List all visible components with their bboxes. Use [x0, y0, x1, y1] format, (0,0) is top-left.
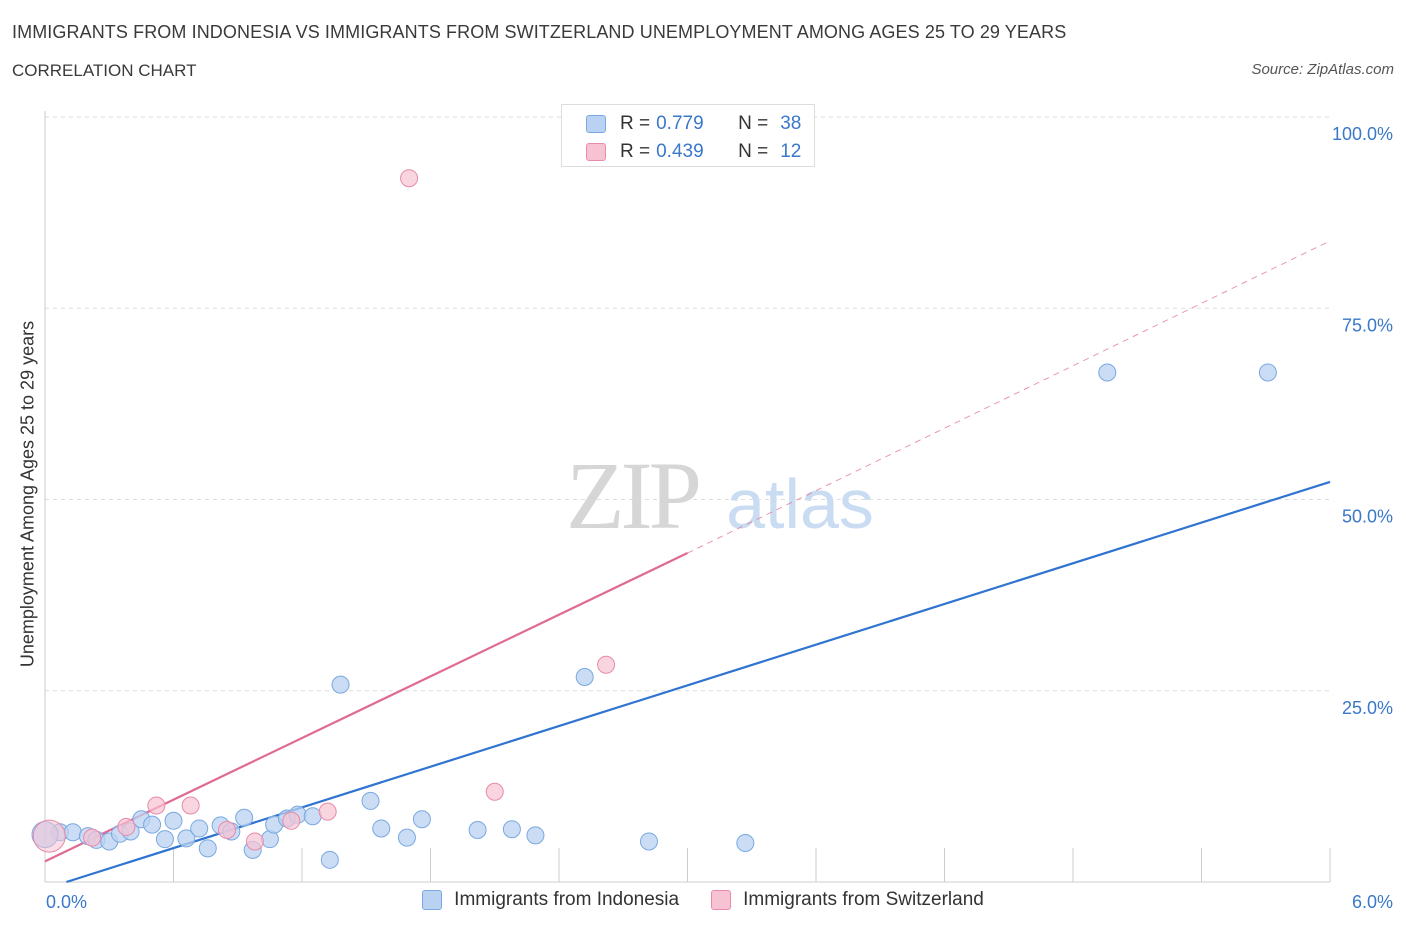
point-indonesia	[63, 823, 82, 842]
trend-lines	[44, 240, 1331, 884]
point-switzerland	[245, 832, 264, 851]
point-indonesia	[397, 828, 416, 847]
legend-r-value: 0.439	[656, 141, 704, 162]
legend-label-switzerland: Immigrants from Switzerland	[743, 889, 984, 910]
legend-swatch-switzerland	[711, 890, 732, 910]
legend-r-label: R =	[620, 141, 651, 162]
point-switzerland	[181, 796, 200, 815]
point-switzerland	[117, 817, 136, 836]
legend-label-indonesia: Immigrants from Indonesia	[454, 889, 680, 910]
point-indonesia	[143, 815, 162, 834]
legend-swatch-indonesia	[422, 890, 443, 910]
legend-row-indonesia: R = 0.779 N = 38	[586, 112, 801, 136]
point-indonesia	[303, 807, 322, 826]
watermark-atlas: atlas	[726, 465, 874, 543]
tick-labels: 25.0% 50.0% 75.0% 100.0% 0.0% 6.0%	[46, 124, 1393, 912]
legend-n-label: N =	[738, 141, 769, 162]
legend-n-value: 38	[780, 113, 802, 134]
point-indonesia	[639, 832, 658, 851]
y-axis-label: Unemployment Among Ages 25 to 29 years	[17, 320, 38, 668]
point-indonesia	[164, 811, 183, 830]
y-tick-label: 50.0%	[1342, 507, 1393, 527]
legend-swatch-switzerland	[586, 143, 606, 161]
point-indonesia	[1258, 363, 1277, 382]
watermark-zip: ZIP	[566, 442, 699, 549]
point-switzerland	[83, 828, 102, 847]
point-indonesia	[412, 810, 431, 829]
legend-r-label: R =	[620, 113, 651, 134]
point-switzerland	[597, 655, 616, 674]
point-switzerland	[318, 802, 337, 821]
x-tick-label-min: 0.0%	[46, 892, 87, 912]
point-indonesia	[198, 839, 217, 858]
legend-item-switzerland[interactable]: Immigrants from Switzerland	[711, 889, 984, 911]
point-indonesia	[320, 850, 339, 869]
point-indonesia	[502, 820, 521, 839]
grid-lines	[45, 116, 1330, 692]
point-indonesia	[361, 791, 380, 810]
point-switzerland	[147, 796, 166, 815]
point-indonesia	[155, 830, 174, 849]
point-switzerland	[32, 819, 66, 853]
y-tick-label: 25.0%	[1342, 698, 1393, 718]
data-points	[31, 169, 1277, 869]
point-switzerland	[282, 811, 301, 830]
trend-line-indonesia	[66, 480, 1331, 884]
chart-subtitle: CORRELATION CHART	[12, 61, 197, 80]
x-tick-label-max: 6.0%	[1352, 892, 1393, 912]
series-legend: Immigrants from Indonesia Immigrants fro…	[0, 889, 1406, 911]
y-tick-label: 75.0%	[1342, 315, 1393, 335]
point-indonesia	[331, 675, 350, 694]
trend-line-switzerland-extension	[687, 240, 1331, 554]
point-indonesia	[1098, 363, 1117, 382]
legend-n-label: N =	[738, 113, 769, 134]
legend-item-indonesia[interactable]: Immigrants from Indonesia	[422, 889, 679, 911]
point-indonesia	[372, 819, 391, 838]
point-indonesia	[468, 820, 487, 839]
axes	[44, 111, 1331, 883]
point-indonesia	[190, 819, 209, 838]
point-indonesia	[235, 808, 254, 827]
point-switzerland	[400, 169, 419, 188]
legend-r-value: 0.779	[656, 113, 704, 134]
point-indonesia	[575, 667, 594, 686]
legend-row-switzerland: R = 0.439 N = 12	[586, 140, 801, 164]
point-indonesia	[177, 829, 196, 848]
chart-title: IMMIGRANTS FROM INDONESIA VS IMMIGRANTS …	[12, 22, 1067, 42]
source-credit: Source: ZipAtlas.com	[1251, 61, 1394, 78]
point-switzerland	[218, 820, 237, 839]
legend-n-value: 12	[780, 141, 802, 162]
legend-swatch-indonesia	[586, 115, 606, 133]
stats-legend: R = 0.779 N = 38 R = 0.439 N = 12	[561, 104, 815, 167]
y-tick-label: 100.0%	[1332, 124, 1393, 144]
point-indonesia	[736, 833, 755, 852]
point-switzerland	[485, 782, 504, 801]
point-indonesia	[526, 826, 545, 845]
watermark: ZIP atlas	[566, 442, 874, 549]
